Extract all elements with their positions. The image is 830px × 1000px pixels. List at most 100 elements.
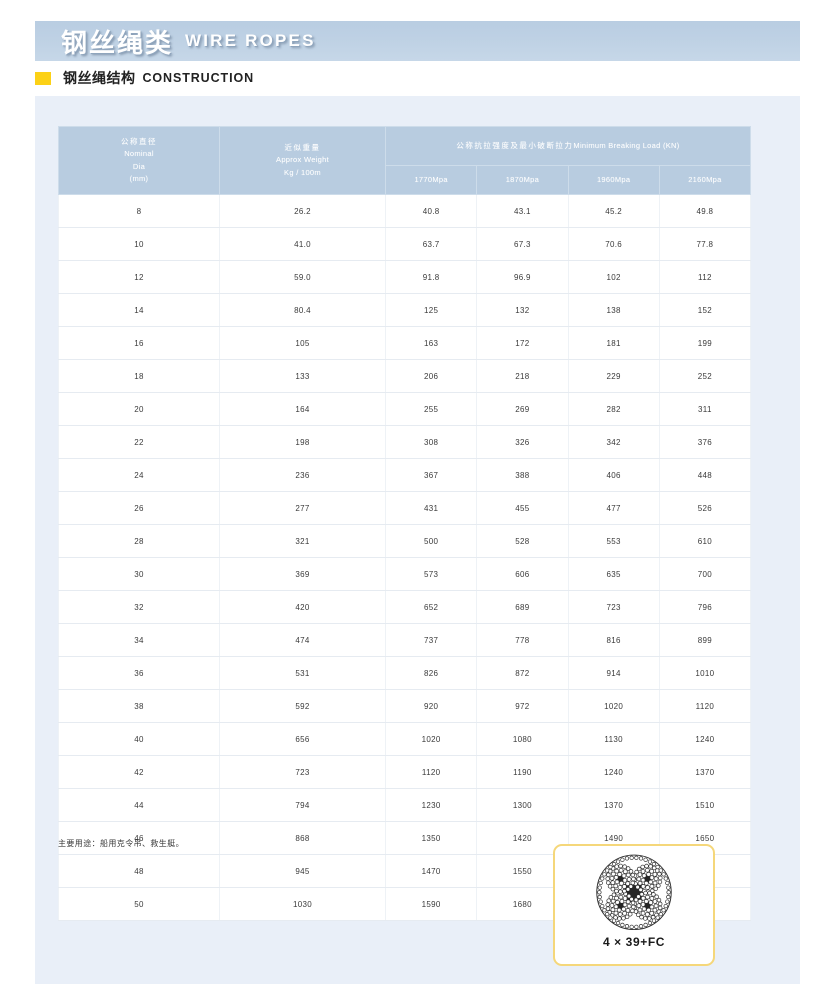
cell-mbl-1870: 388 (476, 458, 569, 492)
cell-mbl-2160: 1240 (658, 722, 752, 756)
cell-mbl-1870: 872 (476, 656, 569, 690)
cell-approx-weight: 198 (219, 425, 386, 459)
cell-mbl-1960: 181 (567, 326, 660, 360)
cell-mbl-1960: 70.6 (567, 227, 660, 261)
page-title-cn: 钢丝绳类 (61, 28, 174, 59)
table-row: 20 164 255 269 282 311 (58, 392, 752, 426)
rope-construction-card: 4 × 39+FC (553, 844, 715, 966)
cell-mbl-1770: 1350 (384, 821, 478, 855)
cell-mbl-2160: 112 (658, 260, 752, 294)
cell-mbl-2160: 899 (658, 623, 752, 657)
header-nominal-dia-unit: (mm) (129, 173, 149, 183)
cell-approx-weight: 164 (219, 392, 386, 426)
cell-mbl-1960: 1240 (567, 755, 660, 789)
section-subtitle-en: CONSTRUCTION (142, 71, 254, 85)
cell-mbl-1770: 1590 (384, 887, 478, 921)
cell-mbl-1870: 218 (476, 359, 569, 393)
cell-mbl-2160: 796 (658, 590, 752, 624)
table-row: 16 105 163 172 181 199 (58, 326, 752, 360)
content-panel: 公称直径 Nominal Dia (mm) 近似重量 Approx Weight… (35, 96, 800, 984)
cell-approx-weight: 420 (219, 590, 386, 624)
cell-approx-weight: 868 (219, 821, 386, 855)
cell-approx-weight: 321 (219, 524, 386, 558)
cell-mbl-1870: 67.3 (476, 227, 569, 261)
table-row: 22 198 308 326 342 376 (58, 425, 752, 459)
table-header-row-grades: 1770Mpa 1870Mpa 1960Mpa 2160Mpa (59, 165, 752, 195)
cell-mbl-1870: 326 (476, 425, 569, 459)
header-approx-weight: 近似重量 Approx Weight Kg / 100m (219, 126, 386, 195)
cell-nominal-dia: 40 (58, 722, 220, 756)
cell-mbl-1770: 1230 (384, 788, 478, 822)
cell-mbl-1960: 282 (567, 392, 660, 426)
table-head: 公称直径 Nominal Dia (mm) 近似重量 Approx Weight… (58, 126, 752, 195)
table-row: 42 723 1120 1190 1240 1370 (58, 755, 752, 789)
cell-mbl-1770: 1470 (384, 854, 478, 888)
cell-mbl-2160: 77.8 (658, 227, 752, 261)
table-row: 26 277 431 455 477 526 (58, 491, 752, 525)
cell-mbl-1960: 1370 (567, 788, 660, 822)
cell-mbl-1770: 206 (384, 359, 478, 393)
cell-nominal-dia: 36 (58, 656, 220, 690)
cell-nominal-dia: 42 (58, 755, 220, 789)
cell-mbl-1770: 737 (384, 623, 478, 657)
cell-approx-weight: 80.4 (219, 293, 386, 327)
cell-approx-weight: 945 (219, 854, 386, 888)
cell-mbl-1960: 45.2 (567, 194, 660, 228)
cell-mbl-1870: 1190 (476, 755, 569, 789)
cell-mbl-1770: 255 (384, 392, 478, 426)
table-row: 36 531 826 872 914 1010 (58, 656, 752, 690)
header-breaking-load-en: Minimum Breaking Load (KN) (573, 140, 680, 150)
cell-mbl-1870: 96.9 (476, 260, 569, 294)
cell-mbl-1960: 102 (567, 260, 660, 294)
cell-approx-weight: 531 (219, 656, 386, 690)
table-row: 18 133 206 218 229 252 (58, 359, 752, 393)
cell-mbl-2160: 376 (658, 425, 752, 459)
cell-mbl-1770: 500 (384, 524, 478, 558)
header-nominal-dia: 公称直径 Nominal Dia (mm) (58, 126, 220, 195)
cell-approx-weight: 656 (219, 722, 386, 756)
cell-mbl-1770: 163 (384, 326, 478, 360)
cell-nominal-dia: 16 (58, 326, 220, 360)
cell-mbl-1770: 91.8 (384, 260, 478, 294)
cell-mbl-2160: 610 (658, 524, 752, 558)
cell-mbl-1870: 172 (476, 326, 569, 360)
cell-nominal-dia: 46 (58, 821, 220, 855)
cell-mbl-1870: 1420 (476, 821, 569, 855)
cell-mbl-1960: 138 (567, 293, 660, 327)
section-subtitle-cn: 钢丝绳结构 (63, 71, 136, 87)
cell-approx-weight: 592 (219, 689, 386, 723)
header-grade-1770: 1770Mpa (384, 165, 478, 195)
header-approx-weight-en2: Kg / 100m (284, 167, 321, 177)
cell-mbl-2160: 152 (658, 293, 752, 327)
header-nominal-dia-en1: Nominal (124, 149, 154, 159)
cell-nominal-dia: 30 (58, 557, 220, 591)
cell-nominal-dia: 50 (58, 887, 220, 921)
cell-mbl-1960: 914 (567, 656, 660, 690)
cell-approx-weight: 474 (219, 623, 386, 657)
cell-mbl-1870: 455 (476, 491, 569, 525)
header-approx-weight-cn: 近似重量 (284, 142, 321, 152)
cell-approx-weight: 236 (219, 458, 386, 492)
cell-mbl-1870: 606 (476, 557, 569, 591)
rope-cross-section-icon (596, 854, 672, 931)
cell-nominal-dia: 32 (58, 590, 220, 624)
table-row: 12 59.0 91.8 96.9 102 112 (58, 260, 752, 294)
wire-rope-spec-table: 公称直径 Nominal Dia (mm) 近似重量 Approx Weight… (58, 126, 752, 921)
cell-approx-weight: 41.0 (219, 227, 386, 261)
cell-mbl-1870: 1080 (476, 722, 569, 756)
header-grade-2160: 2160Mpa (658, 165, 752, 195)
cell-nominal-dia: 14 (58, 293, 220, 327)
table-row: 24 236 367 388 406 448 (58, 458, 752, 492)
header-approx-weight-en1: Approx Weight (276, 155, 329, 165)
cell-mbl-1870: 269 (476, 392, 569, 426)
cell-mbl-1770: 367 (384, 458, 478, 492)
table-row: 38 592 920 972 1020 1120 (58, 689, 752, 723)
cell-mbl-1960: 342 (567, 425, 660, 459)
cell-mbl-1960: 229 (567, 359, 660, 393)
cell-nominal-dia: 12 (58, 260, 220, 294)
cell-nominal-dia: 44 (58, 788, 220, 822)
usage-note: 主要用途：船用克令吊、救生艇。 (58, 839, 184, 848)
header-breaking-load-group: 公称抗拉强度及最小破断拉力Minimum Breaking Load (KN) (385, 126, 751, 166)
cell-approx-weight: 59.0 (219, 260, 386, 294)
cell-approx-weight: 105 (219, 326, 386, 360)
